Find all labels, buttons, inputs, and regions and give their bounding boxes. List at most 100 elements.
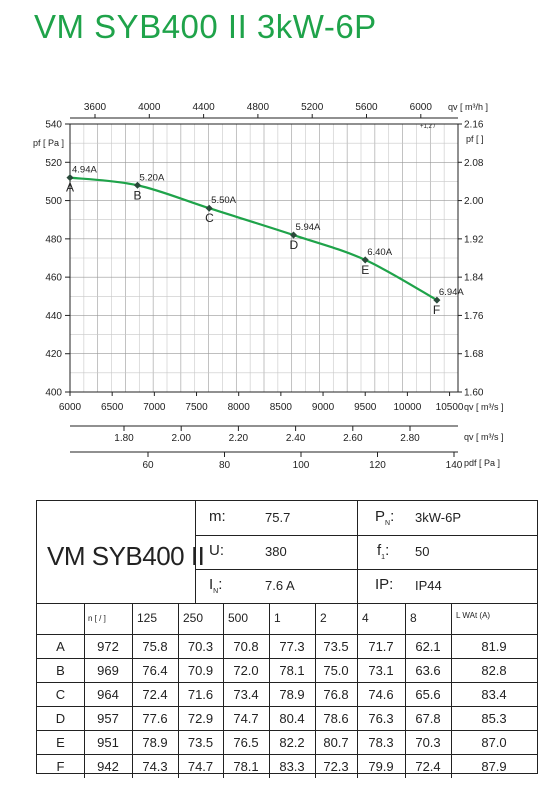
table-header-band: 1 bbox=[274, 611, 281, 625]
table-cell-point: E bbox=[56, 735, 65, 750]
top-tick-label: 5600 bbox=[355, 102, 378, 113]
table-cell-value: 70.9 bbox=[187, 663, 214, 678]
table-col-divider bbox=[315, 604, 316, 778]
data-point-label: C bbox=[205, 211, 214, 225]
sub2-tick-label: 140 bbox=[446, 460, 463, 471]
param-pn-value: 3kW-6P bbox=[415, 510, 461, 525]
data-point-current: 5.20A bbox=[139, 172, 164, 183]
data-point-marker bbox=[289, 231, 298, 239]
spec-divider bbox=[195, 569, 537, 570]
sub1-tick-label: 2.00 bbox=[171, 433, 191, 444]
table-cell-value: 78.3 bbox=[368, 735, 394, 750]
table-cell-value: 74.7 bbox=[187, 759, 214, 774]
y-left-unit: pf [ Pa ] bbox=[33, 138, 64, 148]
param-ip-label: IP: bbox=[375, 576, 394, 593]
table-cell-value: 78.1 bbox=[279, 663, 305, 678]
table-cell-value: 72.4 bbox=[142, 687, 168, 702]
table-row-divider bbox=[37, 706, 537, 707]
table-cell-total: 83.4 bbox=[481, 687, 507, 702]
table-row-divider bbox=[37, 730, 537, 731]
sub1-tick-label: 2.60 bbox=[343, 433, 363, 444]
table-cell-value: 77.6 bbox=[142, 711, 168, 726]
table-cell-total: 81.9 bbox=[481, 639, 507, 654]
plot-frame bbox=[69, 123, 459, 393]
chart-points: 4.94A A 5.20A B 5.50A C 5.94A D 6.40A E 6.94A F bbox=[66, 165, 464, 318]
x-bottom-tick-label: 8500 bbox=[270, 402, 293, 413]
table-cell-point: C bbox=[55, 687, 66, 702]
table-cell-value: 70.8 bbox=[233, 639, 259, 654]
sub2-tick-label: 120 bbox=[369, 460, 386, 471]
y-right-tick-label: 1.68 bbox=[464, 349, 484, 360]
table-cell-total: 82.8 bbox=[481, 663, 507, 678]
table-cell-total: 87.9 bbox=[481, 759, 507, 774]
x-bottom-tick-label: 7500 bbox=[185, 402, 208, 413]
table-cell-point: F bbox=[56, 759, 65, 774]
table-cell-value: 74.6 bbox=[368, 687, 394, 702]
table-cell-total: 87.0 bbox=[481, 735, 507, 750]
x-bottom-tick-label: 8000 bbox=[228, 402, 251, 413]
table-col-divider bbox=[223, 604, 224, 778]
spec-divider bbox=[37, 603, 537, 604]
data-point-current: 6.40A bbox=[367, 247, 392, 258]
data-point-current: 5.50A bbox=[211, 195, 236, 206]
param-ip-value: IP44 bbox=[415, 578, 442, 593]
table-cell-value: 72.3 bbox=[323, 759, 349, 774]
table-header-band: 500 bbox=[228, 611, 249, 625]
table-cell-value: 74.7 bbox=[233, 711, 259, 726]
param-f1-value: 50 bbox=[415, 544, 430, 559]
chart-axes bbox=[69, 117, 459, 453]
param-in-value: 7.6 A bbox=[265, 578, 295, 593]
table-header-band: 2 bbox=[320, 611, 327, 625]
table-cell-value: 76.3 bbox=[368, 711, 394, 726]
y-left-tick-label: 480 bbox=[45, 234, 62, 245]
table-cell-point: A bbox=[56, 639, 65, 654]
table-cell-value: 76.4 bbox=[142, 663, 168, 678]
table-row-divider bbox=[37, 658, 537, 659]
table-cell-value: 78.9 bbox=[142, 735, 168, 750]
y-left-tick-label: 520 bbox=[45, 158, 62, 169]
table-row-divider bbox=[37, 682, 537, 683]
table-cell-n: 951 bbox=[97, 735, 119, 750]
table-cell-value: 62.1 bbox=[415, 639, 441, 654]
x-bottom-unit: qv [ m³/s ] bbox=[464, 402, 504, 412]
performance-chart: 3600 4000 4400 4800 5200 5600 6000 qv [ m³/h ] +… bbox=[33, 102, 504, 471]
table-cell-n: 957 bbox=[97, 711, 119, 726]
top-tick-label: 3600 bbox=[84, 102, 107, 113]
table-cell-n: 972 bbox=[97, 639, 119, 654]
table-row-divider bbox=[37, 754, 537, 755]
table-cell-value: 78.1 bbox=[233, 759, 259, 774]
data-point-marker bbox=[205, 204, 213, 212]
y-left-tick-label: 400 bbox=[45, 388, 62, 399]
top-tick-label: 4800 bbox=[247, 102, 270, 113]
y-right-tick-label: 1.92 bbox=[464, 234, 484, 245]
data-point-label: B bbox=[133, 188, 141, 202]
table-header-band: 8 bbox=[410, 611, 417, 625]
sub2-tick-label: 60 bbox=[142, 460, 154, 471]
top-tick-label: 4400 bbox=[192, 102, 215, 113]
table-cell-value: 70.3 bbox=[415, 735, 441, 750]
spec-divider bbox=[195, 535, 537, 536]
y-left-tick-label: 540 bbox=[45, 120, 62, 131]
spec-panel: VM SYB400 II m: 75.7 U: 380 IN: 7.6 A PN… bbox=[36, 500, 538, 778]
table-col-divider bbox=[357, 604, 358, 778]
table-cell-value: 80.4 bbox=[279, 711, 305, 726]
table-col-divider bbox=[178, 604, 179, 778]
table-cell-n: 942 bbox=[97, 759, 119, 774]
table-col-divider bbox=[132, 604, 133, 778]
table-cell-n: 969 bbox=[97, 663, 119, 678]
y-left-tick-label: 420 bbox=[45, 349, 62, 360]
data-point-marker bbox=[361, 256, 369, 264]
table-cell-value: 71.7 bbox=[368, 639, 394, 654]
table-cell-value: 67.8 bbox=[415, 711, 441, 726]
table-cell-n: 964 bbox=[97, 687, 119, 702]
data-point-label: E bbox=[361, 263, 369, 277]
table-header-n: n [ / ] bbox=[88, 614, 106, 623]
curve-line bbox=[69, 176, 438, 302]
data-point-current: 6.94A bbox=[439, 287, 464, 298]
sub2-tick-label: 100 bbox=[293, 460, 310, 471]
table-cell-value: 73.1 bbox=[368, 663, 394, 678]
top-axis-unit: qv [ m³/h ] bbox=[448, 102, 488, 112]
table-col-divider bbox=[451, 604, 452, 778]
x-bottom-tick-label: 6000 bbox=[59, 402, 82, 413]
sub1-tick-label: 2.40 bbox=[286, 433, 306, 444]
